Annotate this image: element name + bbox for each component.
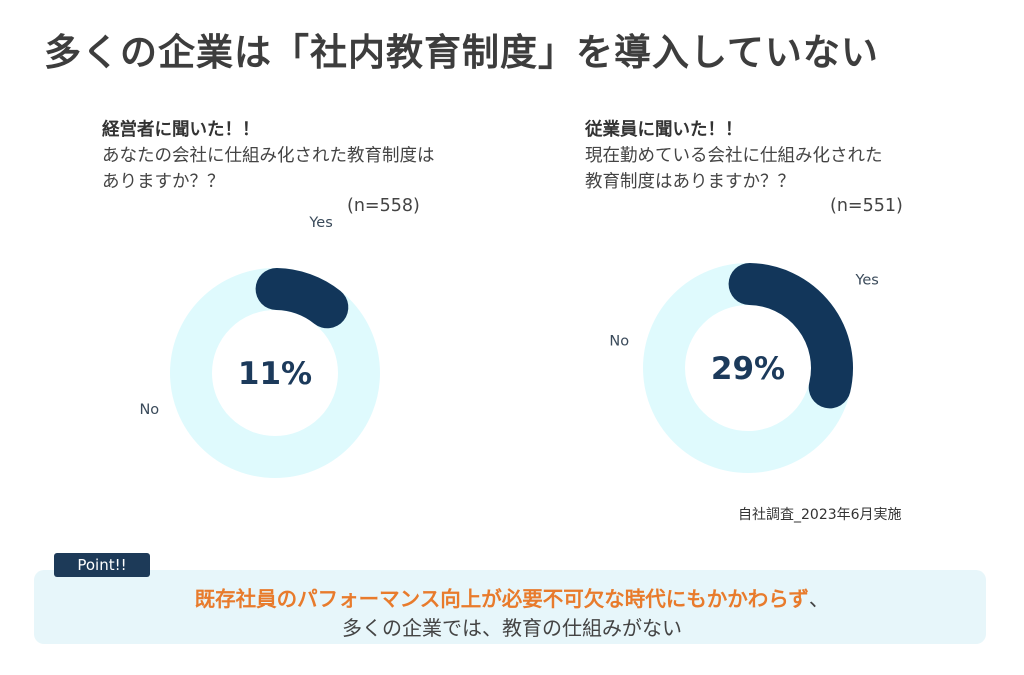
survey-right-sample-size: (n=551)	[830, 196, 903, 216]
point-highlight-line: 既存社員のパフォーマンス向上が必要不可欠な時代にもかかわらず、	[0, 582, 1024, 612]
slice-label-yes: Yes	[854, 273, 878, 289]
donut-center-label: 11%	[238, 356, 312, 392]
survey-left-question: 経営者に聞いた！！ あなたの会社に仕組み化された教育制度はありますか？？ (n=…	[102, 117, 447, 216]
survey-left-question-text: あなたの会社に仕組み化された教育制度はありますか？？	[102, 146, 435, 192]
survey-left-lead: 経営者に聞いた！！	[102, 120, 260, 140]
donut-chart-employees: 29% Yes No	[609, 263, 879, 473]
page-title: 多くの企業は「社内教育制度」を導入していない	[44, 31, 879, 74]
source-note: 自社調査_2023年6月実施	[738, 507, 902, 523]
donut-slice-yes	[255, 268, 349, 329]
survey-right-lead: 従業員に聞いた！！	[585, 120, 743, 140]
donut-center-label: 29%	[711, 351, 785, 387]
point-highlight-tail: 、	[808, 587, 830, 611]
survey-right-question-line2: 教育制度はありますか？？	[585, 172, 795, 192]
point-conclusion-line: 多くの企業では、教育の仕組みがない	[342, 616, 682, 640]
survey-left-sample-size: (n=558)	[347, 196, 420, 216]
point-box	[34, 570, 986, 644]
slice-label-no: No	[609, 334, 629, 350]
point-highlight-text: 既存社員のパフォーマンス向上が必要不可欠な時代にもかかわらず	[194, 587, 809, 611]
donut-chart-executives: 11% Yes No	[139, 215, 380, 478]
point-tag: Point!!	[54, 553, 150, 577]
slice-label-yes: Yes	[308, 215, 332, 231]
survey-right-question-line1: 現在勤めている会社に仕組み化された	[585, 146, 883, 166]
donut-slice-yes	[728, 263, 853, 409]
slice-label-no: No	[139, 402, 159, 418]
survey-right-question: 従業員に聞いた！！ 現在勤めている会社に仕組み化された 教育制度はありますか？？…	[585, 117, 930, 216]
